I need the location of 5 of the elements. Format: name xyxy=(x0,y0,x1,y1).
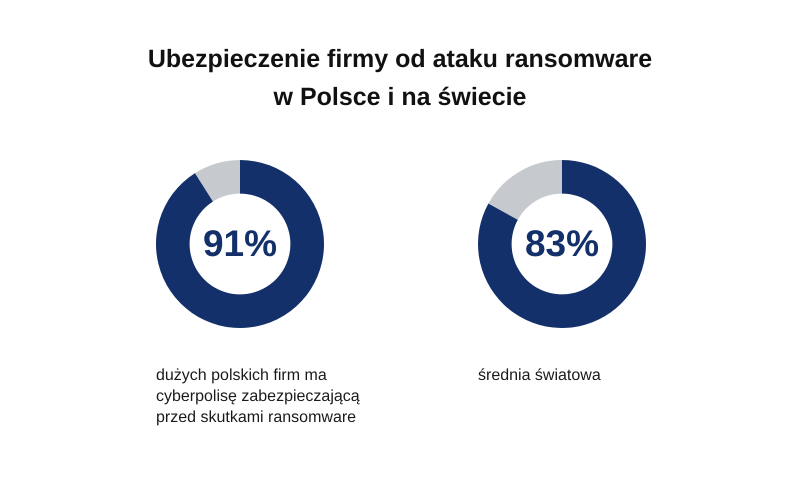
text: Ubezpieczenie firmy od ataku ransomware w Polsce i na świecie xyxy=(146,44,654,113)
text: dużych polskich firm ma cyberpolisę zabezpieczającą przed skutkami ransomware xyxy=(156,366,361,428)
data-label: 91% xyxy=(202,223,278,264)
data-label: 83% xyxy=(524,223,600,264)
text: średnia światowa xyxy=(478,366,602,386)
